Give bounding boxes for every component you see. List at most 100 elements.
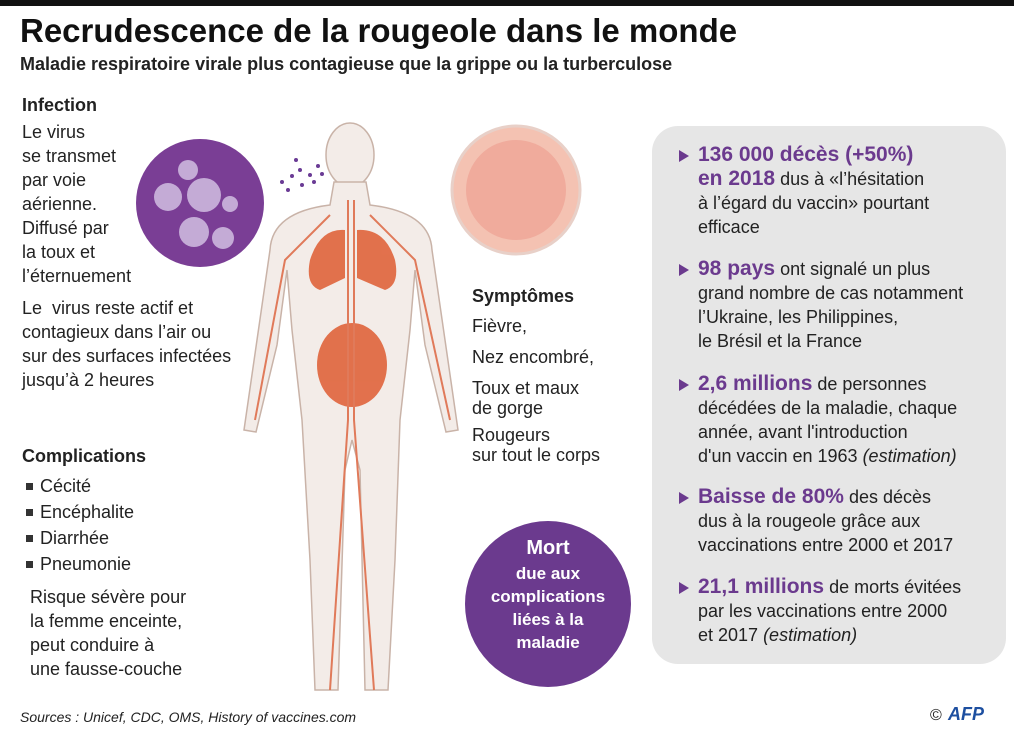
fact-arrow [679,492,689,504]
fact-line: 136 000 décès (+50%) [698,143,913,166]
fact-line: à l’égard du vaccin» pourtant [698,193,929,213]
subtitle: Maladie respiratoire virale plus contagi… [20,54,672,74]
fact-line: grand nombre de cas notamment [698,283,963,303]
complication-item: Diarrhée [40,528,109,548]
fact-line: 2,6 millions de personnes [698,372,926,395]
death-line: due aux [516,564,581,583]
fact-line: et 2017 (estimation) [698,625,857,645]
infection-line: la toux et [22,242,95,262]
fact-text: l’Ukraine, les Philippines, [698,307,898,327]
complications-heading: Complications [22,446,146,466]
infection-line: contagieux dans l’air ou [22,322,211,342]
infection-line: sur des surfaces infectées [22,346,231,366]
fact-text: vaccinations entre 2000 et 2017 [698,535,953,555]
complications-list: Cécité Encéphalite Diarrhée Pneumonie [26,476,134,574]
infection-line: par voie [22,170,86,190]
fact-highlight: 136 000 décès (+50%) [698,143,913,166]
fact-arrow [679,379,689,391]
bullet [26,535,33,542]
fact-highlight: Baisse de 80% [698,485,844,508]
fact-highlight: en 2018 [698,167,775,190]
fact-line: d'un vaccin en 1963 (estimation) [698,446,957,466]
symptoms-heading: Symptômes [472,286,574,306]
fact-text: décédées de la maladie, chaque [698,398,957,418]
organs [308,229,397,407]
infection-line: l’éternuement [22,266,131,286]
fact-line: année, avant l'introduction [698,422,908,442]
complications-note: Risque sévère pour la femme enceinte, peut… [30,587,186,679]
fact-text: année, avant l'introduction [698,422,908,442]
fact-line: par les vaccinations entre 2000 [698,601,947,621]
fact-line: le Brésil et la France [698,331,862,351]
fact-text: par les vaccinations entre 2000 [698,601,947,621]
fact-text: et 2017 [698,625,763,645]
agency: AFP [947,704,985,724]
vessels [254,200,451,691]
droplets [280,158,324,192]
bullet [26,561,33,568]
fact-text: le Brésil et la France [698,331,862,351]
facts: 136 000 décès (+50%)en 2018 dus à «l’hés… [679,143,963,645]
fact-arrow [679,264,689,276]
infection-text: Le virus se transmet par voie aérienne. Diff… [22,122,131,286]
fact-highlight: 98 pays [698,257,775,280]
symptom-line: Nez encombré, [472,347,594,367]
infection-line: Diffusé par [22,218,109,238]
infection-line: Le virus reste actif et [22,298,193,318]
fact-text: (estimation) [863,446,957,466]
death-heading: Mort [526,537,570,559]
human-body [243,122,459,691]
symptom-line: sur tout le corps [472,445,600,465]
death-line: complications [491,587,605,606]
fact-text: de morts évitées [824,577,961,597]
fact-text: dus à la rougeole grâce aux [698,511,920,531]
facts-panel [652,126,1006,664]
infection-heading: Infection [22,95,97,115]
infection-line: se transmet [22,146,116,166]
title: Recrudescence de la rougeole dans le mon… [20,12,737,49]
symptom-line: Toux et maux [472,378,579,398]
symptom-line: Rougeurs [472,425,550,445]
death-circle [465,521,631,687]
fact-text: de personnes [812,374,926,394]
complication-item: Cécité [40,476,91,496]
complication-note-line: Risque sévère pour [30,587,186,607]
complication-note-line: peut conduire à [30,635,155,655]
fact-line: l’Ukraine, les Philippines, [698,307,898,327]
fact-text: d'un vaccin en 1963 [698,446,863,466]
fact-line: 98 pays ont signalé un plus [698,257,930,280]
fact-line: 21,1 millions de morts évitées [698,575,961,598]
fact-text: (estimation) [763,625,857,645]
fact-line: Baisse de 80% des décès [698,485,931,508]
symptom-line: de gorge [472,398,543,418]
death-text: due aux complications liées à la maladie [491,564,605,652]
virus-particles [154,160,238,249]
symptom-line: Fièvre, [472,316,527,336]
fact-text: à l’égard du vaccin» pourtant [698,193,929,213]
fact-line: vaccinations entre 2000 et 2017 [698,535,953,555]
infection-line: aérienne. [22,194,97,214]
fact-line: décédées de la maladie, chaque [698,398,957,418]
fact-text: grand nombre de cas notamment [698,283,963,303]
fact-arrow [679,582,689,594]
infection-line: jusqu’à 2 heures [21,370,154,390]
complication-item: Encéphalite [40,502,134,522]
fact-text: efficace [698,217,760,237]
fact-highlight: 21,1 millions [698,575,824,598]
sources: Sources : Unicef, CDC, OMS, History of v… [20,709,356,725]
fact-arrow [679,150,689,162]
fact-text: dus à «l’hésitation [775,169,924,189]
bullet [26,483,33,490]
infection-line: Le virus [22,122,85,142]
fact-line: dus à la rougeole grâce aux [698,511,920,531]
bullet [26,509,33,516]
fact-text: ont signalé un plus [775,259,930,279]
copyright: © [930,707,942,724]
top-rule [0,0,1014,6]
rash-spots [466,140,566,240]
fact-text: des décès [844,487,931,507]
death-line: maladie [516,633,579,652]
complication-note-line: la femme enceinte, [30,611,182,631]
